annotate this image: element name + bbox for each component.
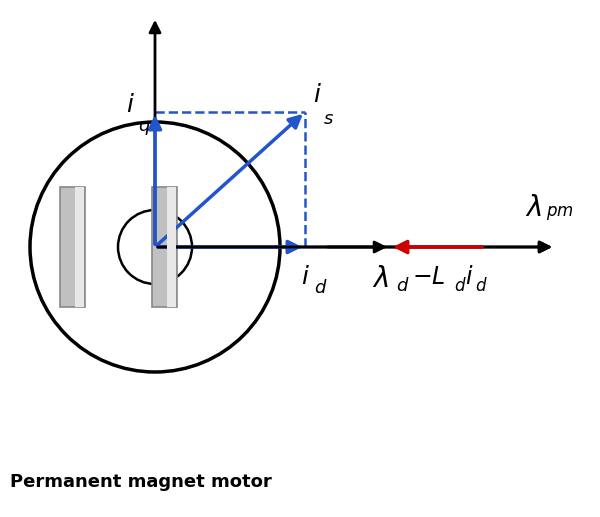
- Bar: [152, 187, 177, 307]
- Text: $\mathit{\lambda}$: $\mathit{\lambda}$: [525, 194, 542, 222]
- Text: $\mathit{pm}$: $\mathit{pm}$: [546, 204, 574, 222]
- Text: $\mathit{q}$: $\mathit{q}$: [138, 119, 151, 137]
- Text: $\mathit{d}$: $\mathit{d}$: [475, 277, 488, 295]
- Bar: [60, 187, 85, 307]
- Bar: [167, 187, 176, 307]
- Text: $\mathit{-L}$: $\mathit{-L}$: [412, 265, 446, 289]
- Text: $\mathit{\lambda}$: $\mathit{\lambda}$: [372, 265, 389, 293]
- Text: $\mathit{i}$: $\mathit{i}$: [313, 83, 322, 107]
- Text: $\mathit{i}$: $\mathit{i}$: [301, 265, 310, 289]
- Text: Permanent magnet motor: Permanent magnet motor: [10, 473, 272, 491]
- Text: $\mathit{i}$: $\mathit{i}$: [126, 93, 135, 117]
- Text: $\mathit{d}$: $\mathit{d}$: [396, 277, 409, 295]
- Text: $\mathit{i}$: $\mathit{i}$: [465, 265, 473, 289]
- Text: $\mathit{d}$: $\mathit{d}$: [454, 277, 467, 295]
- Text: $\mathit{d}$: $\mathit{d}$: [314, 279, 328, 297]
- Text: $\mathit{s}$: $\mathit{s}$: [323, 110, 334, 128]
- Bar: [75, 187, 84, 307]
